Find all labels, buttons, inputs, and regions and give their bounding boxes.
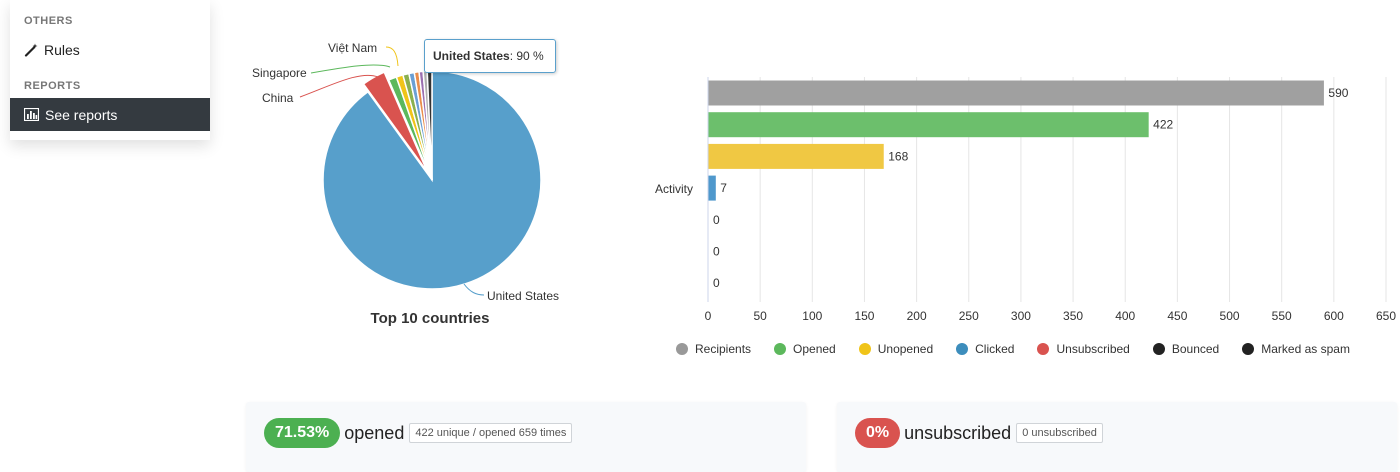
x-tick-label: 250 xyxy=(959,309,979,323)
unsubscribed-percent-badge: 0% xyxy=(855,418,901,448)
legend-label: Recipients xyxy=(695,342,752,356)
x-tick-label: 50 xyxy=(753,309,767,323)
legend-label: Clicked xyxy=(975,342,1015,356)
bar-category-label: Activity xyxy=(655,182,693,196)
legend-dot xyxy=(956,343,969,355)
legend-item-unsubscribed[interactable]: Unsubscribed xyxy=(1037,342,1130,356)
pie-label-united-states: United States xyxy=(487,289,559,303)
bar-data-label: 422 xyxy=(1153,118,1173,132)
unsubscribed-stat-card: 0% unsubscribed 0 unsubscribed xyxy=(837,402,1397,472)
connector-singapore xyxy=(310,64,391,74)
x-tick-label: 500 xyxy=(1220,309,1240,323)
x-tick-label: 0 xyxy=(705,309,712,323)
pie-chart-title: Top 10 countries xyxy=(370,310,490,327)
rules-label: Rules xyxy=(44,41,80,58)
bar-data-label: 0 xyxy=(713,213,720,227)
pie-label-vietnam: Việt Nam xyxy=(328,41,377,55)
opened-stat-card: 71.53% opened 422 unique / opened 659 ti… xyxy=(246,402,806,472)
rules-menu-item[interactable]: Rules xyxy=(10,33,210,66)
bar-data-label: 0 xyxy=(713,276,720,290)
x-tick-label: 200 xyxy=(907,309,927,323)
bar-clicked[interactable] xyxy=(708,175,716,201)
legend-item-clicked[interactable]: Clicked xyxy=(956,342,1014,356)
bar-chart-icon xyxy=(24,108,39,121)
bar-unopened[interactable] xyxy=(708,143,884,169)
x-tick-label: 400 xyxy=(1115,309,1135,323)
pie-label-singapore: Singapore xyxy=(252,66,307,80)
legend-item-opened[interactable]: Opened xyxy=(774,342,836,356)
legend-item-marked-as-spam[interactable]: Marked as spam xyxy=(1242,342,1350,356)
legend-label: Opened xyxy=(793,342,836,356)
pie-slice[interactable] xyxy=(322,70,542,290)
sidebar-menu: OTHERS Rules REPORTS See reports xyxy=(10,0,210,140)
tooltip-country: United States xyxy=(433,49,510,63)
legend-label: Bounced xyxy=(1171,342,1220,356)
x-tick-label: 650 xyxy=(1376,309,1396,323)
legend-item-unopened[interactable]: Unopened xyxy=(858,342,934,356)
pie-label-china: China xyxy=(262,91,294,105)
x-tick-label: 100 xyxy=(802,309,822,323)
opened-percent-badge: 71.53% xyxy=(264,418,341,448)
magic-wand-icon xyxy=(24,43,38,57)
bar-data-label: 168 xyxy=(888,149,908,163)
x-tick-label: 450 xyxy=(1167,309,1187,323)
legend-label: Marked as spam xyxy=(1261,342,1350,356)
see-reports-menu-item[interactable]: See reports xyxy=(10,98,210,131)
legend-dot xyxy=(858,343,871,355)
legend-dot xyxy=(1152,343,1165,355)
legend-item-bounced[interactable]: Bounced xyxy=(1152,342,1220,356)
x-tick-label: 350 xyxy=(1063,309,1083,323)
unsubscribed-label: unsubscribed xyxy=(904,422,1012,443)
opened-detail: 422 unique / opened 659 times xyxy=(409,423,573,443)
legend-dot xyxy=(774,343,787,355)
legend-label: Unopened xyxy=(877,342,934,356)
bar-data-label: 7 xyxy=(720,181,727,195)
connector-united-states xyxy=(463,283,485,296)
unsubscribed-detail: 0 unsubscribed xyxy=(1016,423,1103,443)
see-reports-label: See reports xyxy=(45,106,118,123)
opened-label: opened xyxy=(344,422,405,443)
bar-data-label: 590 xyxy=(1328,86,1348,100)
bar-chart-legend: Recipients Opened Unopened Clicked Unsub… xyxy=(676,341,1350,357)
connector-vietnam xyxy=(385,46,399,67)
bar-recipients[interactable] xyxy=(708,80,1324,106)
pie-tooltip: United States : 90 % xyxy=(424,39,556,73)
x-tick-label: 600 xyxy=(1324,309,1344,323)
others-heading: OTHERS xyxy=(24,15,73,27)
x-tick-label: 150 xyxy=(854,309,874,323)
reports-heading: REPORTS xyxy=(24,80,81,92)
bar-data-label: 0 xyxy=(713,245,720,259)
legend-dot xyxy=(1242,343,1255,355)
bar-opened[interactable] xyxy=(708,112,1149,138)
x-tick-label: 550 xyxy=(1272,309,1292,323)
legend-dot xyxy=(676,343,688,355)
legend-item-recipients[interactable]: Recipients xyxy=(676,342,751,356)
tooltip-value: : 90 % xyxy=(509,49,544,63)
x-tick-label: 300 xyxy=(1011,309,1031,323)
legend-label: Unsubscribed xyxy=(1056,342,1130,356)
legend-dot xyxy=(1037,343,1050,355)
